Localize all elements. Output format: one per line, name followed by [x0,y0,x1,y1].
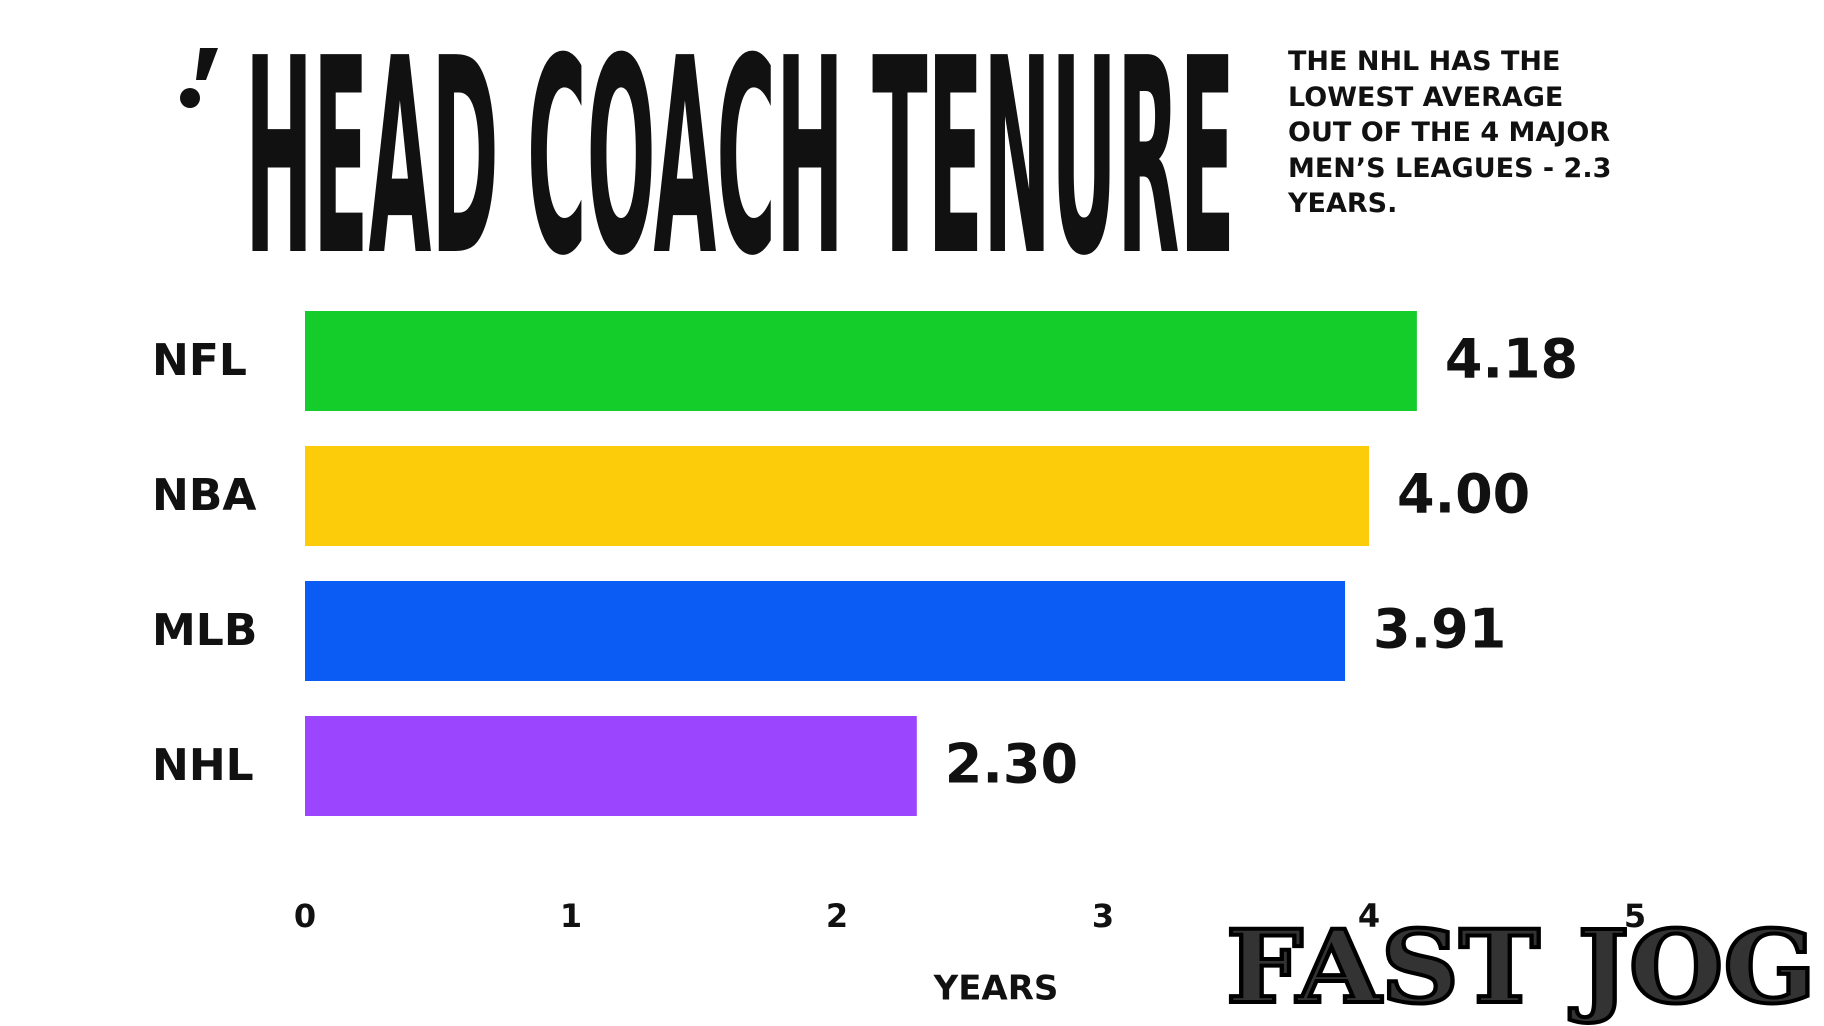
x-tick-label: 2 [826,897,848,935]
logo-dot [180,88,200,108]
x-axis-label: YEARS [933,969,1059,1009]
x-tick-label: 1 [560,897,582,935]
bar [305,581,1346,681]
annotation: THE NHL HAS THE LOWEST AVERAGE OUT OF TH… [1288,46,1612,219]
logo-mark [196,48,218,80]
bar [305,311,1417,411]
watermark: FAST JOG [1226,908,1816,1026]
category-label: NBA [152,470,256,521]
value-label: 3.91 [1373,598,1506,661]
category-label: NHL [152,740,254,791]
x-tick-label: 0 [294,897,316,935]
chart-title: HEAD COACH TENURE [245,0,1235,315]
value-label: 4.18 [1445,328,1578,391]
bar [305,716,917,816]
x-tick-label: 3 [1092,897,1114,935]
value-label: 2.30 [945,733,1078,796]
value-label: 4.00 [1397,463,1530,526]
category-label: MLB [152,605,257,656]
category-label: NFL [152,335,247,386]
x-tick-label: 5 [1624,897,1646,935]
x-tick-label: 4 [1358,897,1380,935]
bar [305,446,1369,546]
